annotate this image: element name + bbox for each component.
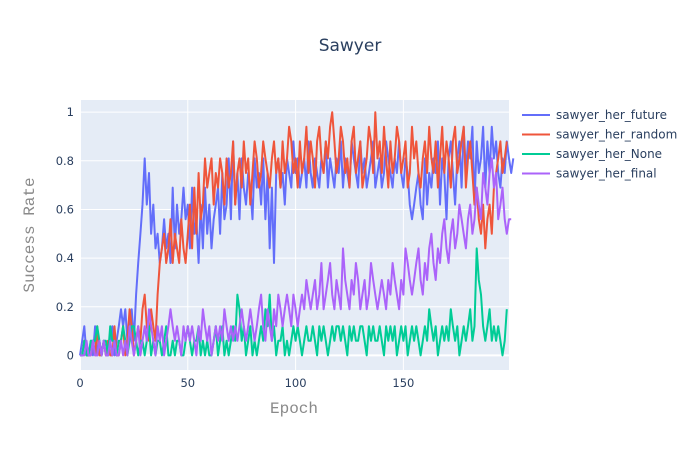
- series-lines: [79, 111, 515, 357]
- legend: sawyer_her_future sawyer_her_randomsawyer…: [522, 108, 677, 181]
- y-tick-label: 0.2: [56, 300, 74, 314]
- legend-label: sawyer_her_random: [556, 128, 677, 142]
- y-tick-label: 0.6: [56, 202, 74, 216]
- x-tick-label: 50: [180, 376, 195, 390]
- legend-item[interactable]: sawyer_her_None: [522, 147, 662, 161]
- x-axis-title: Epoch: [270, 400, 318, 418]
- series-line-sawyer-her-None: [80, 247, 508, 357]
- y-tick-label: 0.8: [56, 154, 74, 168]
- tick-labels: 0 0.2 0.4 0.6 0.8 1 0 50 100 150: [56, 105, 415, 390]
- x-tick-label: 0: [76, 376, 83, 390]
- series-line-sawyer-her-random: [80, 111, 508, 357]
- y-tick-label: 1: [67, 105, 74, 119]
- y-tick-label: 0.4: [56, 251, 74, 265]
- legend-item[interactable]: sawyer_her_final: [522, 167, 657, 181]
- series-line-sawyer-her-final: [80, 157, 512, 357]
- chart-title: Sawyer: [319, 36, 382, 56]
- legend-label: sawyer_her_final: [556, 167, 657, 181]
- legend-item[interactable]: sawyer_her_future: [522, 108, 667, 122]
- y-axis-title: Success Rate: [21, 177, 39, 292]
- y-tick-label: 0: [67, 348, 74, 362]
- legend-item[interactable]: sawyer_her_random: [522, 128, 677, 142]
- legend-label: sawyer_her_None: [556, 147, 662, 161]
- x-tick-label: 150: [392, 376, 414, 390]
- x-tick-label: 100: [285, 376, 307, 390]
- legend-label: sawyer_her_future: [556, 108, 667, 122]
